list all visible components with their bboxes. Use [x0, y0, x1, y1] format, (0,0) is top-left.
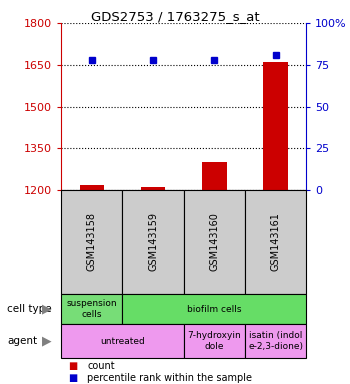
Text: ▶: ▶ [42, 335, 52, 348]
Bar [80, 184, 104, 190]
Text: biofilm cells: biofilm cells [187, 305, 241, 314]
Text: ■: ■ [68, 361, 77, 371]
Text: suspension
cells: suspension cells [66, 300, 117, 319]
Text: isatin (indol
e-2,3-dione): isatin (indol e-2,3-dione) [248, 331, 303, 351]
Text: GSM143161: GSM143161 [271, 212, 281, 271]
Text: GSM143159: GSM143159 [148, 212, 158, 271]
Bar [141, 187, 165, 190]
Text: GSM143160: GSM143160 [209, 212, 219, 271]
Text: GSM143158: GSM143158 [87, 212, 97, 271]
Text: 7-hydroxyin
dole: 7-hydroxyin dole [188, 331, 241, 351]
Text: ▶: ▶ [42, 303, 52, 316]
Text: GDS2753 / 1763275_s_at: GDS2753 / 1763275_s_at [91, 10, 259, 23]
Text: agent: agent [7, 336, 37, 346]
Text: count: count [88, 361, 115, 371]
Text: untreated: untreated [100, 337, 145, 346]
Text: cell type: cell type [7, 304, 52, 314]
Text: percentile rank within the sample: percentile rank within the sample [88, 373, 252, 383]
Bar [263, 62, 288, 190]
Text: ■: ■ [68, 373, 77, 383]
Bar [202, 162, 227, 190]
